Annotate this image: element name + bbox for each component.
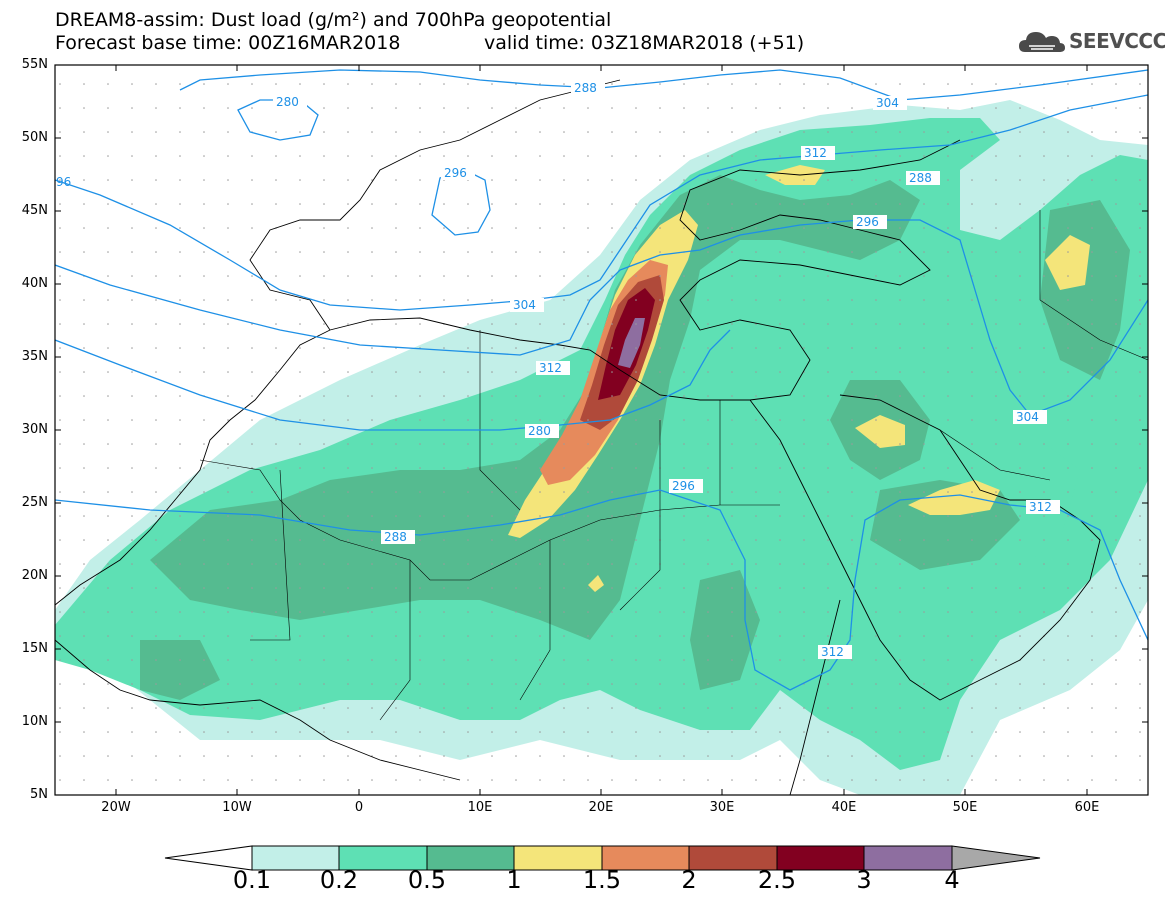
colorbar-swatch-0.1 bbox=[251, 845, 340, 871]
colorbar-label: 0.2 bbox=[319, 866, 359, 894]
geopotential-contours bbox=[55, 69, 1148, 691]
lon-label: 60E bbox=[1074, 800, 1100, 815]
contour-label: 312 bbox=[1029, 500, 1052, 514]
colorbar-label: 2.5 bbox=[757, 866, 797, 894]
colorbar-label: 1 bbox=[506, 866, 522, 894]
lat-label: 45N bbox=[21, 203, 48, 218]
lat-label: 55N bbox=[21, 57, 48, 72]
logo-text: SEEVCCC bbox=[1069, 29, 1165, 53]
lon-label: 10W bbox=[222, 800, 252, 815]
lon-label: 20E bbox=[588, 800, 614, 815]
contour-label: 312 bbox=[821, 645, 844, 659]
lon-label: 30E bbox=[709, 800, 735, 815]
lon-label: 0 bbox=[354, 800, 364, 815]
lat-label: 30N bbox=[21, 422, 48, 437]
contour-label: 96 bbox=[56, 175, 71, 189]
country-borders bbox=[199, 210, 1148, 721]
lat-label: 25N bbox=[21, 495, 48, 510]
lon-label: 10E bbox=[467, 800, 493, 815]
contour-label: 296 bbox=[672, 479, 695, 493]
colorbar-swatch-0.2 bbox=[338, 845, 428, 871]
seevccc-logo bbox=[1017, 26, 1157, 58]
colorbar-swatch-2 bbox=[688, 845, 778, 871]
contour-label: 312 bbox=[539, 361, 562, 375]
colorbar bbox=[164, 845, 1041, 871]
contour-label: 288 bbox=[384, 530, 407, 544]
contour-label: 296 bbox=[856, 215, 879, 229]
lon-ticks bbox=[115, 65, 1088, 795]
contour-label: 304 bbox=[513, 298, 536, 312]
colorbar-label: 4 bbox=[944, 866, 960, 894]
contour-label: 304 bbox=[876, 96, 899, 110]
lon-label: 40E bbox=[831, 800, 857, 815]
colorbar-label: 1.5 bbox=[582, 866, 622, 894]
contour-label: 280 bbox=[528, 424, 551, 438]
chart-title-line1: DREAM8-assim: Dust load (g/m²) and 700hP… bbox=[55, 9, 612, 31]
lat-label: 40N bbox=[21, 276, 48, 291]
contour-label: 312 bbox=[804, 146, 827, 160]
lat-label: 15N bbox=[21, 641, 48, 656]
contour-label: 288 bbox=[574, 81, 597, 95]
colorbar-label: 2 bbox=[681, 866, 697, 894]
lat-label: 5N bbox=[30, 787, 48, 802]
contour-label: 280 bbox=[276, 95, 299, 109]
contour-label: 288 bbox=[909, 171, 932, 185]
lon-label: 20W bbox=[101, 800, 131, 815]
colorbar-swatch-3 bbox=[863, 845, 953, 871]
lat-ticks bbox=[55, 64, 1148, 796]
lat-label: 10N bbox=[21, 714, 48, 729]
colorbar-arrow-right bbox=[951, 845, 1041, 871]
contour-labels: 280 288 296 304 312 280 288 296 304 312 … bbox=[56, 81, 1060, 659]
cloud-icon bbox=[1019, 32, 1065, 52]
lon-label: 50E bbox=[952, 800, 978, 815]
lat-label: 35N bbox=[21, 349, 48, 364]
contour-label: 296 bbox=[444, 166, 467, 180]
contour-label: 304 bbox=[1016, 410, 1039, 424]
chart-title-line2: Forecast base time: 00Z16MAR2018 bbox=[55, 32, 401, 54]
colorbar-label: 0.5 bbox=[407, 866, 447, 894]
colorbar-swatch-2.5 bbox=[776, 845, 865, 871]
lat-label: 50N bbox=[21, 130, 48, 145]
colorbar-label: 3 bbox=[856, 866, 872, 894]
lat-label: 20N bbox=[21, 568, 48, 583]
colorbar-swatch-1.5 bbox=[601, 845, 690, 871]
colorbar-label: 0.1 bbox=[232, 866, 272, 894]
valid-time: valid time: 03Z18MAR2018 (+51) bbox=[484, 32, 805, 54]
